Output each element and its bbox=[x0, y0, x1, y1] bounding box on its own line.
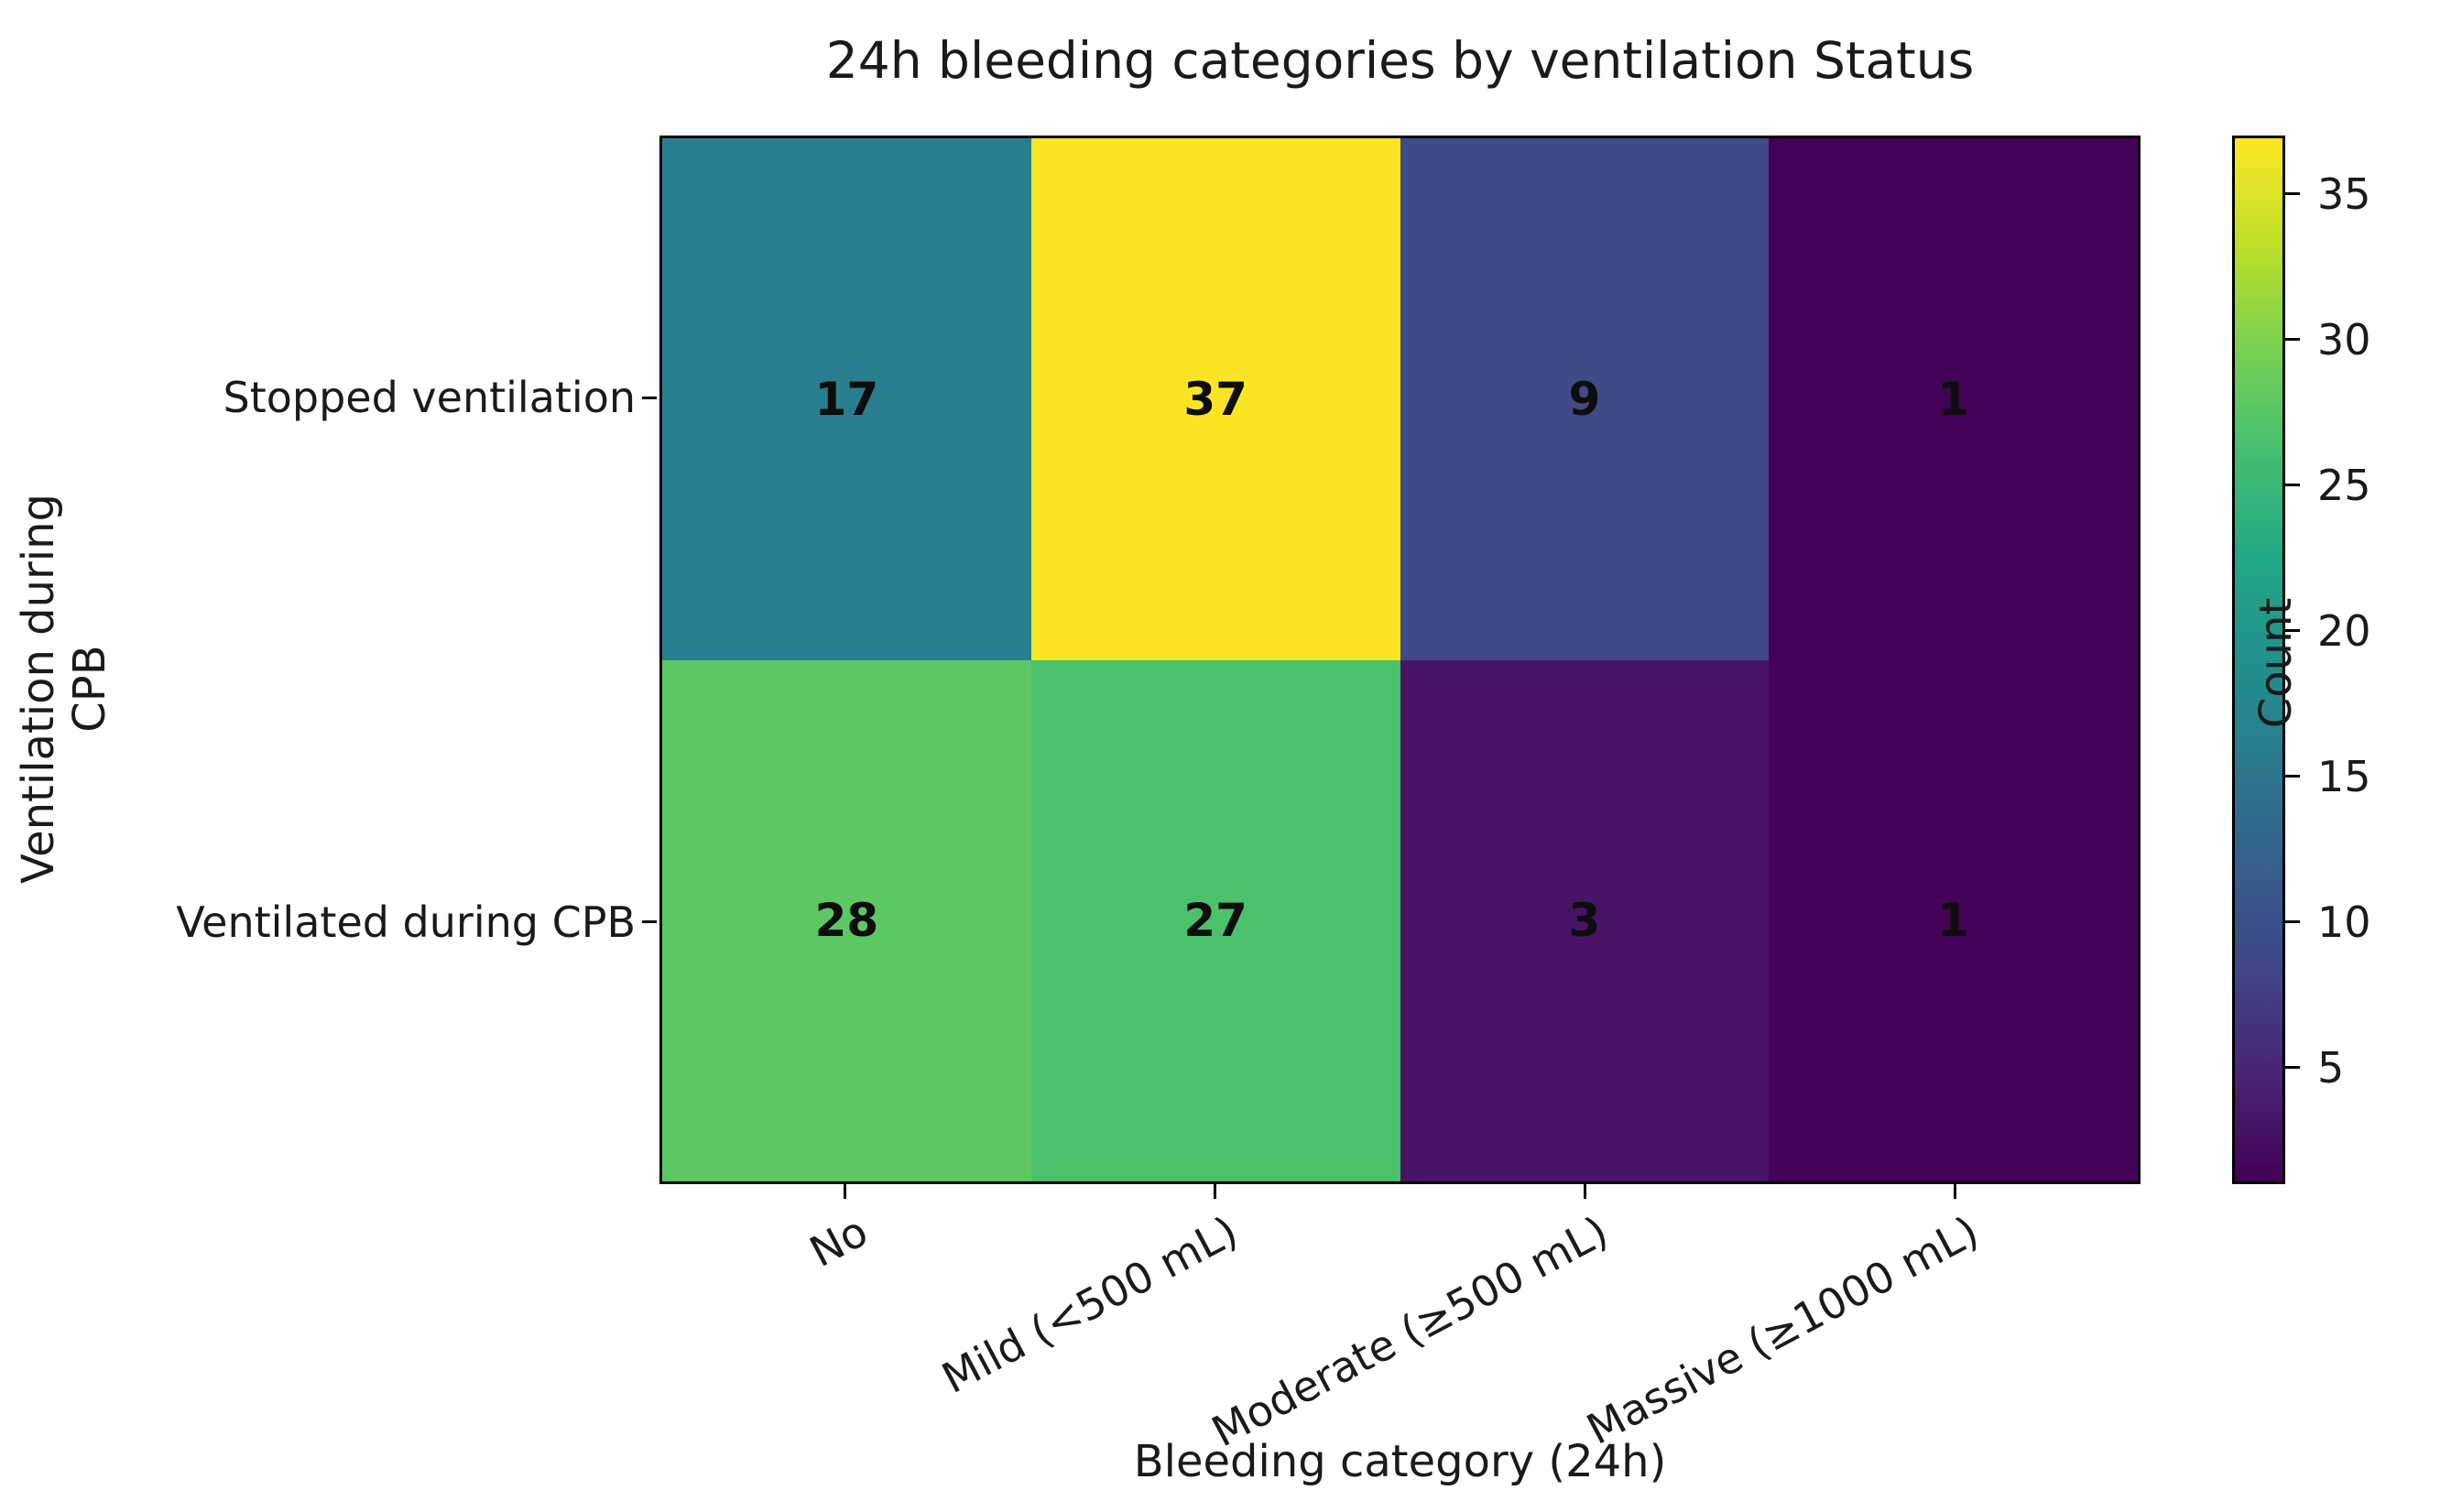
y-tick-label: Ventilated during CPB bbox=[176, 897, 636, 947]
colorbar-tick-label: 30 bbox=[2317, 314, 2371, 364]
cell-value: 17 bbox=[814, 372, 879, 426]
colorbar-tick-mark bbox=[2285, 338, 2300, 342]
x-axis-label: Bleeding category (24h) bbox=[1133, 1436, 1667, 1487]
x-tick-mark bbox=[843, 1184, 846, 1199]
heatmap-cell: 9 bbox=[1400, 138, 1770, 660]
cell-value: 37 bbox=[1183, 372, 1247, 426]
y-tick-mark bbox=[642, 920, 657, 924]
x-tick-mark bbox=[1213, 1184, 1216, 1199]
colorbar-tick-mark bbox=[2285, 775, 2300, 778]
heatmap-cell: 37 bbox=[1030, 138, 1400, 660]
cell-value: 3 bbox=[1568, 894, 1601, 948]
colorbar-tick-mark bbox=[2285, 629, 2300, 633]
colorbar-tick-label: 5 bbox=[2317, 1042, 2345, 1093]
x-tick-label: Mild (<500 mL) bbox=[933, 1206, 1246, 1403]
y-tick-mark bbox=[642, 396, 657, 399]
cell-value: 28 bbox=[814, 894, 879, 948]
heatmap-cell: 28 bbox=[662, 659, 1031, 1181]
cell-value: 1 bbox=[1937, 372, 1970, 426]
colorbar-tick-mark bbox=[2285, 192, 2300, 196]
heatmap-plot: 17 37 9 1 28 27 3 1 bbox=[659, 136, 2141, 1184]
cell-value: 1 bbox=[1937, 894, 1970, 948]
colorbar-tick-label: 20 bbox=[2317, 605, 2371, 656]
colorbar-tick-label: 25 bbox=[2317, 460, 2371, 510]
x-tick-label: Massive (≥1000 mL) bbox=[1578, 1206, 1987, 1454]
x-tick-label: Moderate (≥500 mL) bbox=[1204, 1206, 1616, 1457]
colorbar bbox=[2232, 136, 2285, 1184]
colorbar-tick-mark bbox=[2285, 920, 2300, 924]
colorbar-tick-label: 35 bbox=[2317, 169, 2371, 219]
heatmap-cell: 1 bbox=[1769, 138, 2138, 660]
colorbar-tick-mark bbox=[2285, 1066, 2300, 1070]
colorbar-tick-label: 15 bbox=[2317, 751, 2371, 801]
heatmap-cell: 27 bbox=[1030, 659, 1400, 1181]
colorbar-tick-mark bbox=[2285, 484, 2300, 487]
heatmap-cell: 3 bbox=[1400, 659, 1770, 1181]
chart-title: 24h bleeding categories by ventilation S… bbox=[825, 31, 1975, 90]
heatmap-cell: 1 bbox=[1769, 659, 2138, 1181]
x-tick-label: No bbox=[801, 1206, 876, 1278]
y-tick-label: Stopped ventilation bbox=[223, 373, 636, 423]
colorbar-label: Count bbox=[2250, 597, 2302, 729]
x-tick-mark bbox=[1954, 1184, 1957, 1199]
cell-value: 27 bbox=[1183, 894, 1247, 948]
cell-value: 9 bbox=[1568, 372, 1601, 426]
y-axis-label: Ventilation during CPB bbox=[13, 493, 115, 885]
heatmap-cell: 17 bbox=[662, 138, 1031, 660]
x-tick-mark bbox=[1584, 1184, 1587, 1199]
colorbar-tick-label: 10 bbox=[2317, 897, 2371, 947]
